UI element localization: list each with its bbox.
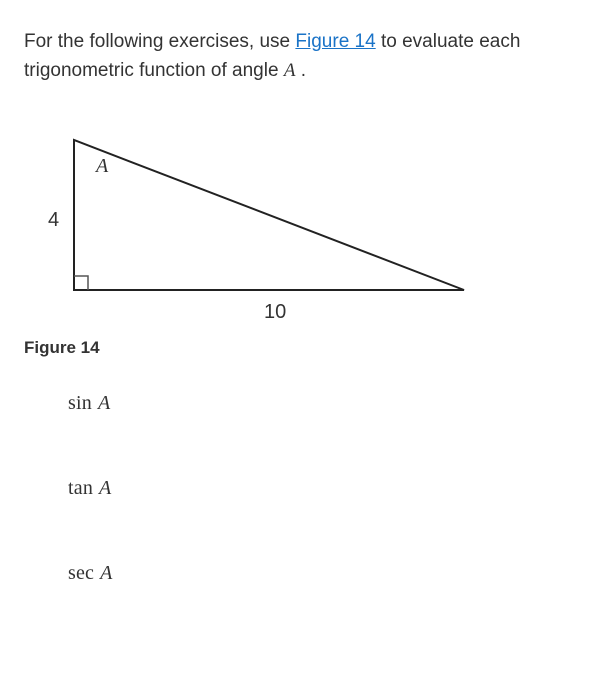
func-label: sec bbox=[68, 562, 94, 584]
angle-variable: A bbox=[284, 60, 296, 81]
instr-period: . bbox=[295, 60, 306, 81]
side-label-4: 4 bbox=[48, 209, 59, 231]
instr-prefix: For the following exercises, use bbox=[24, 31, 295, 52]
instructions-text: For the following exercises, use Figure … bbox=[24, 27, 580, 86]
func-arg: A bbox=[99, 477, 111, 499]
exercise-tan: tan A bbox=[68, 477, 580, 500]
triangle-outline bbox=[74, 140, 464, 290]
side-label-10: 10 bbox=[264, 301, 286, 323]
exercise-sin: sin A bbox=[68, 392, 580, 415]
angle-label-A: A bbox=[94, 155, 109, 177]
figure-caption: Figure 14 bbox=[24, 338, 580, 358]
func-arg: A bbox=[98, 392, 110, 414]
func-label: sin bbox=[68, 392, 92, 414]
exercise-sec: sec A bbox=[68, 562, 580, 585]
figure-14: A 4 10 Figure 14 bbox=[24, 130, 580, 358]
func-label: tan bbox=[68, 477, 93, 499]
exercise-list: sin A tan A sec A bbox=[24, 392, 580, 585]
func-arg: A bbox=[100, 562, 112, 584]
figure-link[interactable]: Figure 14 bbox=[295, 31, 375, 52]
triangle-diagram: A 4 10 bbox=[24, 130, 494, 330]
right-angle-marker bbox=[74, 276, 88, 290]
page-container: For the following exercises, use Figure … bbox=[0, 0, 604, 585]
